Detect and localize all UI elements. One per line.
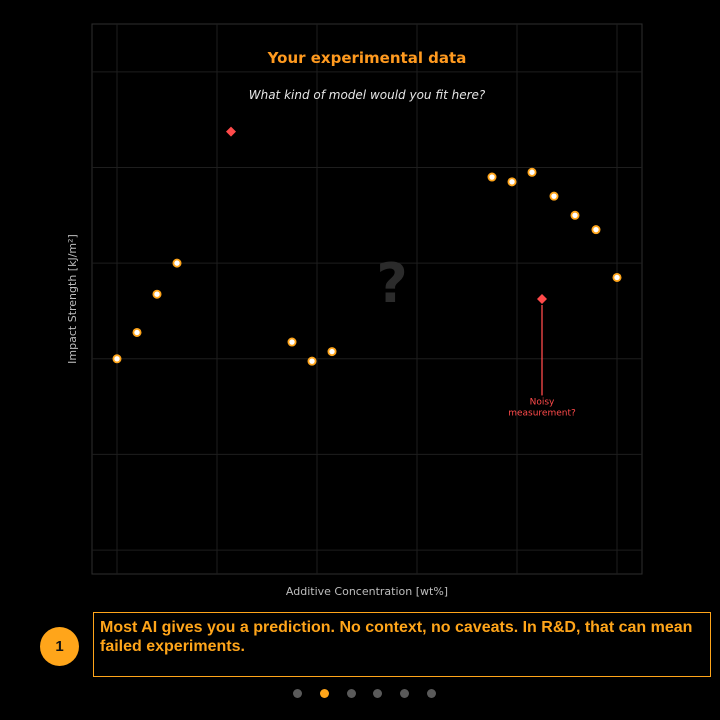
chart-subtitle: What kind of model would you fit here? [249, 88, 486, 102]
annotation-text-line: measurement? [508, 408, 576, 418]
data-point [327, 347, 337, 357]
outlier-point [226, 126, 236, 137]
grid-lines [92, 24, 642, 574]
data-point [307, 356, 317, 366]
plot-area [91, 23, 643, 575]
data-point [549, 191, 559, 201]
step-number: 1 [55, 638, 64, 655]
pagination-dots [0, 688, 720, 700]
data-point [570, 210, 580, 220]
chart-title: Your experimental data [267, 49, 467, 67]
page-dot[interactable] [373, 689, 383, 698]
data-point [507, 177, 517, 187]
data-point [527, 167, 537, 177]
data-point [172, 258, 182, 268]
data-point [152, 289, 162, 299]
y-axis-label: Impact Strength [kJ/m²] [66, 234, 79, 364]
caption-text: Most AI gives you a prediction. No conte… [100, 619, 693, 655]
data-point [612, 272, 622, 282]
data-point [591, 225, 601, 235]
page-dot-active[interactable] [319, 689, 329, 698]
data-point [487, 172, 497, 182]
data-point [132, 327, 142, 337]
data-point [112, 354, 122, 364]
caption-box: Most AI gives you a prediction. No conte… [93, 612, 711, 677]
page-dot[interactable] [293, 689, 302, 698]
annotation-text-line: Noisy [530, 397, 555, 407]
outlier-point [537, 294, 547, 304]
step-number-badge: 1 [40, 627, 79, 666]
scatter-chart: ? Your experimental data What kind of mo… [66, 23, 643, 598]
x-axis-label: Additive Concentration [wt%] [286, 585, 448, 598]
question-mark-watermark: ? [376, 252, 407, 315]
data-points [112, 126, 622, 366]
page-dot[interactable] [400, 689, 410, 698]
page-dot[interactable] [346, 689, 356, 698]
page-dot[interactable] [427, 689, 436, 698]
data-point [287, 337, 297, 347]
